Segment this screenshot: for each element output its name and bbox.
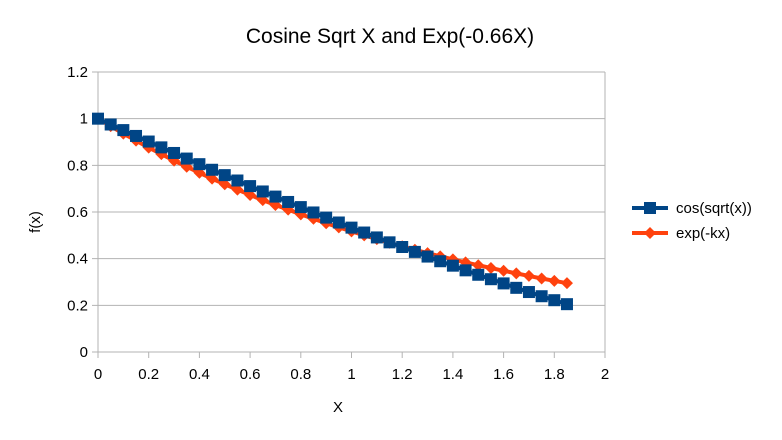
data-point [193,158,206,171]
y-tick-label: 0 [80,344,88,361]
data-point [256,185,269,198]
x-tick-label: 0 [94,366,102,383]
legend-label-cos: cos(sqrt(x)) [676,200,752,217]
data-point [117,124,130,137]
data-point [383,236,396,249]
data-point [104,118,117,131]
data-point [231,174,244,187]
series-layer [92,112,573,311]
legend-marker-exp [644,227,656,239]
x-tick-label: 0.2 [138,366,159,383]
x-tick-label: 1.2 [392,366,413,383]
data-point [434,255,447,268]
data-point [560,277,573,290]
x-tick-label: 0.6 [240,366,261,383]
data-point [231,183,244,196]
x-tick-label: 1.8 [544,366,565,383]
series-cos [92,112,573,311]
data-point [535,290,548,303]
series-exp [92,112,573,290]
data-point [497,264,510,277]
legend: cos(sqrt(x)) exp(-kx) [632,200,752,242]
gridlines [92,71,605,353]
data-point [332,216,345,229]
data-point [421,250,434,263]
y-tick-label: 0.8 [67,157,88,174]
legend-item-exp: exp(-kx) [632,225,730,242]
data-point [370,231,383,244]
data-point [218,178,231,191]
data-point [92,112,104,125]
y-tick-label: 1 [80,111,88,128]
data-point [218,169,231,182]
x-axis-ticks: 0 0.2 0.4 0.6 0.8 1 1.2 1.4 1.6 1.8 2 [94,352,609,383]
data-point [548,274,561,287]
x-axis-title: X [333,399,343,416]
x-tick-label: 0.4 [189,366,210,383]
chart-title: Cosine Sqrt X and Exp(-0.66X) [246,25,534,48]
data-point [510,281,523,294]
y-tick-label: 0.4 [67,251,88,268]
x-tick-label: 2 [601,366,609,383]
data-point [320,211,333,224]
data-point [130,129,143,142]
data-point [459,264,472,277]
data-point [206,163,219,176]
data-point [155,141,168,154]
data-point [472,259,485,272]
data-point [396,241,409,253]
data-point [522,269,535,282]
data-point [484,273,497,286]
data-point [269,190,282,203]
data-point [180,152,193,165]
x-tick-label: 1.6 [493,366,514,383]
data-point [408,245,421,258]
y-tick-label: 0.6 [67,204,88,221]
y-axis-ticks: 0 0.2 0.4 0.6 0.8 1 1.2 [67,64,88,361]
x-tick-label: 1 [347,366,355,383]
data-point [446,259,459,272]
legend-item-cos: cos(sqrt(x)) [632,200,752,217]
data-point [484,262,497,274]
data-point [142,135,155,148]
data-point [472,268,485,281]
data-point [244,180,257,193]
data-point [168,146,181,159]
y-tick-label: 1.2 [67,64,88,81]
data-point [548,294,561,307]
data-point [535,272,548,285]
data-point [510,267,523,280]
y-axis-title: f(x) [27,211,44,233]
data-point [497,277,510,290]
data-point [358,226,371,239]
x-tick-label: 1.4 [442,366,463,383]
data-point [294,201,307,214]
data-point [522,286,535,299]
data-point [560,298,573,311]
data-point [307,206,320,219]
y-tick-label: 0.2 [67,297,88,314]
x-tick-label: 0.8 [290,366,311,383]
data-point [345,221,358,234]
data-point [282,195,295,208]
legend-marker-cos [644,202,656,214]
legend-label-exp: exp(-kx) [676,225,730,242]
